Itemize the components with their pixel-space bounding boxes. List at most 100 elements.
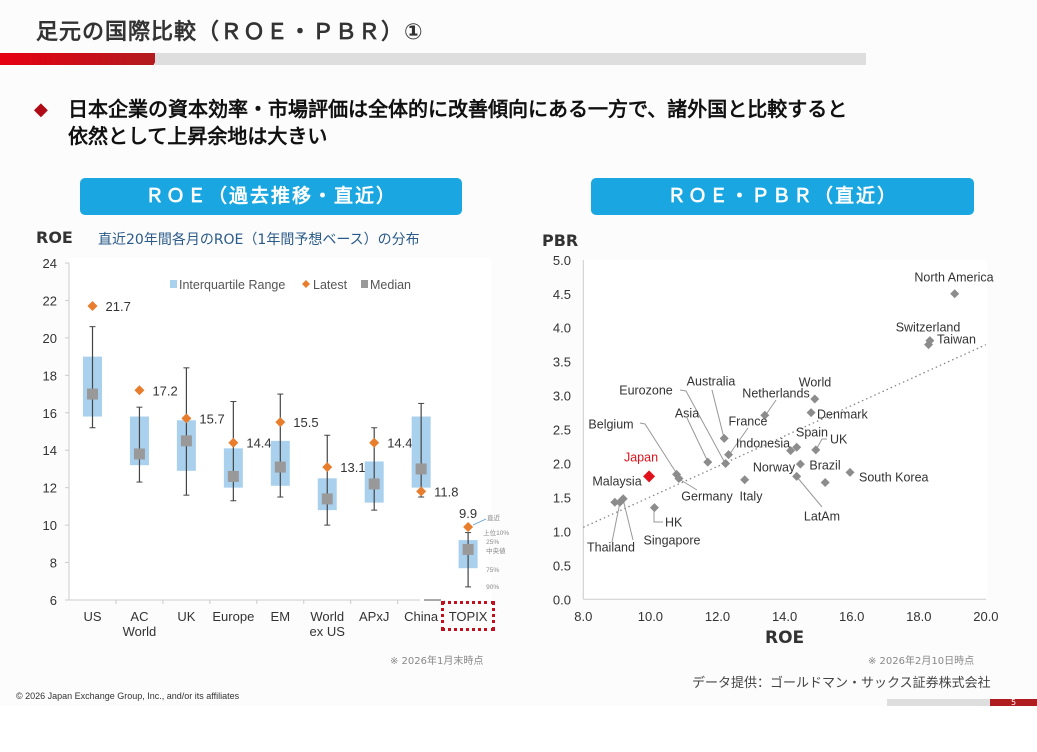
scatter-point bbox=[760, 410, 770, 420]
x-category-label: TOPIX bbox=[449, 609, 488, 624]
y-tick-label: 12 bbox=[43, 481, 57, 496]
latest-value-label: 14.4 bbox=[387, 436, 412, 451]
point-label: HK bbox=[665, 516, 683, 530]
latest-marker bbox=[134, 385, 145, 396]
leader-line bbox=[611, 501, 621, 543]
median-marker bbox=[87, 388, 98, 400]
scatter-point bbox=[792, 471, 802, 481]
scatter-point bbox=[795, 459, 805, 469]
point-label: Malaysia bbox=[592, 475, 641, 489]
point-label: World bbox=[799, 376, 831, 390]
scatter-point bbox=[820, 478, 830, 488]
point-label: Italy bbox=[740, 490, 764, 504]
left-y-axis-title: ROE bbox=[36, 228, 73, 247]
latest-value-label: 17.2 bbox=[152, 383, 177, 398]
legend-latest-label: Latest bbox=[313, 278, 348, 292]
y-tick-label: 3.0 bbox=[553, 389, 571, 404]
point-label: LatAm bbox=[804, 510, 840, 524]
x-tick-label: 12.0 bbox=[705, 609, 730, 624]
latest-value-label: 11.8 bbox=[434, 484, 458, 499]
latest-value-label: 15.7 bbox=[199, 411, 224, 426]
scatter-point bbox=[724, 450, 734, 460]
y-tick-label: 8 bbox=[50, 556, 57, 571]
copyright: © 2026 Japan Exchange Group, Inc., and/o… bbox=[16, 691, 240, 701]
right-x-axis-title: ROE bbox=[765, 628, 805, 648]
point-label: Australia bbox=[687, 375, 736, 389]
x-tick-label: 20.0 bbox=[973, 609, 998, 624]
legend-latest-swatch bbox=[302, 280, 310, 288]
point-label: Denmark bbox=[817, 408, 868, 422]
y-tick-label: 1.5 bbox=[553, 490, 571, 505]
point-label: Norway bbox=[753, 461, 796, 475]
latest-marker bbox=[416, 486, 427, 497]
median-marker bbox=[368, 478, 380, 490]
legend-iqr-swatch bbox=[170, 280, 177, 288]
median-marker bbox=[274, 461, 286, 473]
topix-annotation: 75% bbox=[486, 567, 499, 574]
point-label: Belgium bbox=[588, 418, 633, 432]
scatter-point bbox=[740, 475, 750, 485]
x-tick-label: 10.0 bbox=[638, 609, 663, 624]
x-category-label: World bbox=[123, 624, 157, 639]
legend-iqr-label: Interquartile Range bbox=[179, 278, 285, 292]
key-message-line1: 日本企業の資本効率・市場評価は全体的に改善傾向にある一方で、諸外国と比較すると bbox=[68, 97, 848, 121]
median-marker bbox=[462, 543, 474, 555]
topix-highlight-box bbox=[441, 601, 495, 631]
point-label: Singapore bbox=[644, 534, 701, 548]
x-category-label: UK bbox=[177, 609, 195, 624]
diamond-icon: ◆ bbox=[34, 99, 48, 120]
point-label: Netherlands bbox=[742, 387, 809, 401]
x-tick-label: 14.0 bbox=[772, 609, 797, 624]
leader-line bbox=[686, 417, 709, 463]
scatter-point bbox=[792, 442, 802, 452]
scatter-point bbox=[924, 340, 934, 350]
key-message-line2: 依然として上昇余地は大きい bbox=[68, 124, 328, 148]
scatter-point bbox=[674, 473, 684, 483]
x-tick-label: 16.0 bbox=[839, 609, 864, 624]
latest-value-label: 14.4 bbox=[246, 436, 271, 451]
leader-line bbox=[711, 389, 725, 439]
scatter-point bbox=[810, 394, 820, 404]
scatter-point bbox=[845, 467, 855, 477]
trendline bbox=[583, 344, 987, 528]
latest-marker bbox=[322, 462, 333, 473]
median-marker bbox=[415, 463, 427, 475]
topix-annotation: 中央値 bbox=[486, 546, 506, 555]
x-category-label: World bbox=[310, 609, 344, 624]
plot-area bbox=[583, 260, 987, 600]
scatter-point bbox=[643, 470, 656, 483]
point-label: North America bbox=[914, 271, 993, 285]
scatter-point bbox=[610, 497, 620, 507]
y-tick-label: 18 bbox=[43, 368, 57, 383]
right-chart-header: ＲＯＥ・ＰＢＲ（直近） bbox=[591, 178, 974, 215]
key-message: ◆ 日本企業の資本効率・市場評価は全体的に改善傾向にある一方で、諸外国と比較する… bbox=[34, 96, 1024, 150]
y-tick-label: 10 bbox=[43, 518, 57, 533]
x-category-label: EM bbox=[271, 609, 291, 624]
x-category-label: US bbox=[83, 609, 101, 624]
latest-marker bbox=[228, 437, 239, 448]
title-underline-bar bbox=[155, 53, 866, 65]
y-tick-label: 4.0 bbox=[553, 321, 571, 336]
y-tick-label: 22 bbox=[43, 293, 57, 308]
x-category-label: ex US bbox=[310, 624, 346, 639]
y-tick-label: 0.0 bbox=[553, 592, 571, 607]
y-tick-label: 2.0 bbox=[553, 457, 571, 472]
topix-annotation: 直近 bbox=[487, 513, 501, 522]
median-marker bbox=[227, 470, 239, 482]
data-source: データ提供：ゴールドマン・サックス証券株式会社 bbox=[692, 676, 991, 691]
latest-marker bbox=[181, 413, 192, 424]
scatter-point bbox=[950, 289, 960, 299]
point-label: France bbox=[729, 415, 768, 429]
x-category-label: AC bbox=[130, 609, 148, 624]
x-tick-label: 8.0 bbox=[574, 609, 592, 624]
point-label: Eurozone bbox=[619, 384, 673, 398]
latest-marker bbox=[463, 521, 474, 532]
leader-line bbox=[678, 478, 698, 491]
scatter-point bbox=[811, 445, 821, 455]
y-tick-label: 3.5 bbox=[553, 355, 571, 370]
y-tick-label: 4.5 bbox=[553, 287, 571, 302]
point-label: Spain bbox=[796, 426, 828, 440]
